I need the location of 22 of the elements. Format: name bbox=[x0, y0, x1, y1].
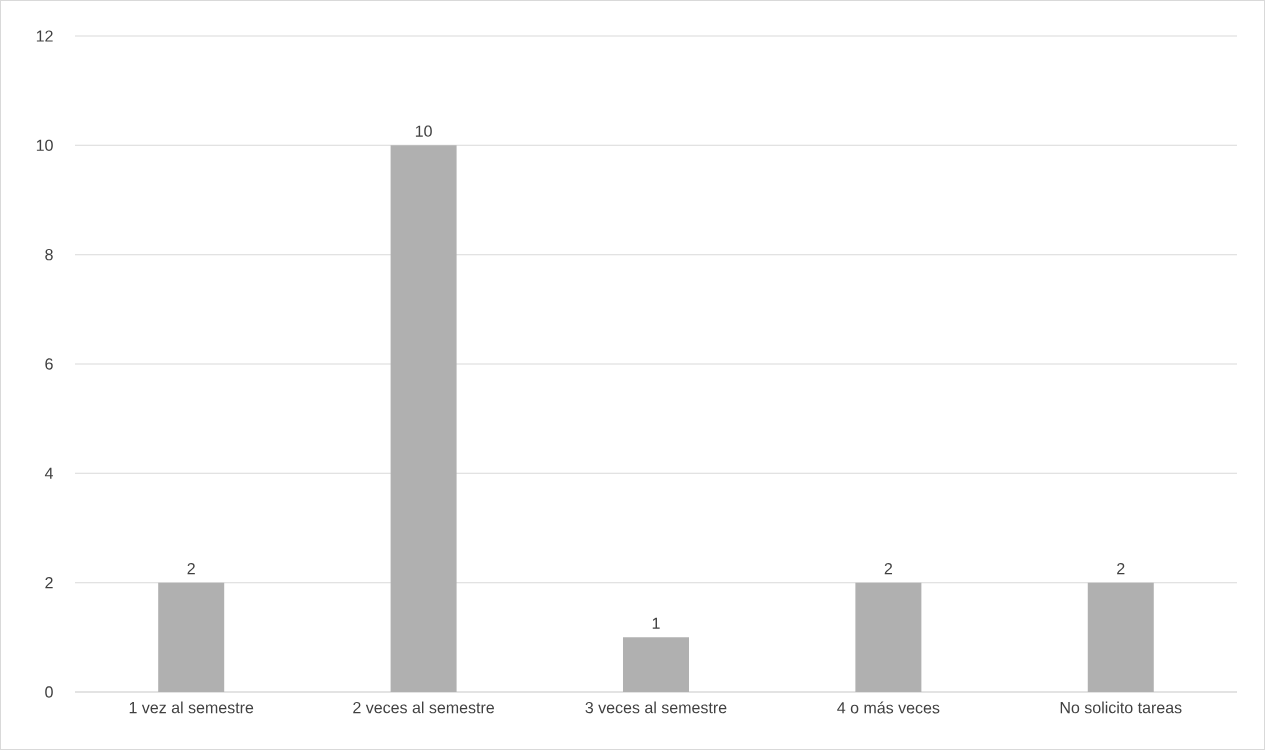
x-tick-label: No solicito tareas bbox=[1060, 701, 1182, 714]
data-label: 2 bbox=[884, 562, 893, 575]
y-tick-label: 10 bbox=[36, 139, 53, 151]
bar bbox=[622, 637, 689, 692]
x-tick-label: 1 vez al semestre bbox=[129, 701, 254, 714]
data-label: 1 bbox=[652, 617, 660, 629]
data-label: 10 bbox=[415, 125, 432, 137]
y-tick-label: 2 bbox=[45, 577, 53, 589]
y-tick-label: 6 bbox=[45, 358, 53, 370]
x-tick-label: 2 veces al semestre bbox=[353, 701, 494, 714]
data-label: 2 bbox=[187, 562, 195, 575]
x-tick-label: 3 veces al semestre bbox=[585, 701, 727, 714]
y-tick-label: 12 bbox=[36, 30, 53, 42]
bar bbox=[390, 145, 457, 692]
y-tick-label: 4 bbox=[44, 467, 53, 479]
data-label: 2 bbox=[1117, 562, 1125, 575]
x-tick-label: 4 o más veces bbox=[837, 701, 940, 714]
bar bbox=[158, 582, 225, 692]
bar bbox=[855, 582, 922, 692]
bar bbox=[1087, 582, 1154, 692]
y-tick-label: 8 bbox=[45, 249, 53, 261]
y-tick-label: 0 bbox=[45, 686, 53, 698]
